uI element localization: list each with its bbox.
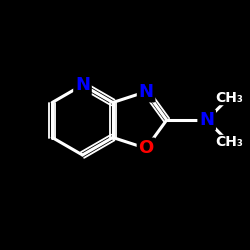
Text: N: N <box>138 83 154 101</box>
Text: N: N <box>75 76 90 94</box>
Text: O: O <box>138 139 154 157</box>
Text: CH₃: CH₃ <box>215 90 243 104</box>
Text: N: N <box>199 111 214 129</box>
Text: CH₃: CH₃ <box>215 136 243 149</box>
